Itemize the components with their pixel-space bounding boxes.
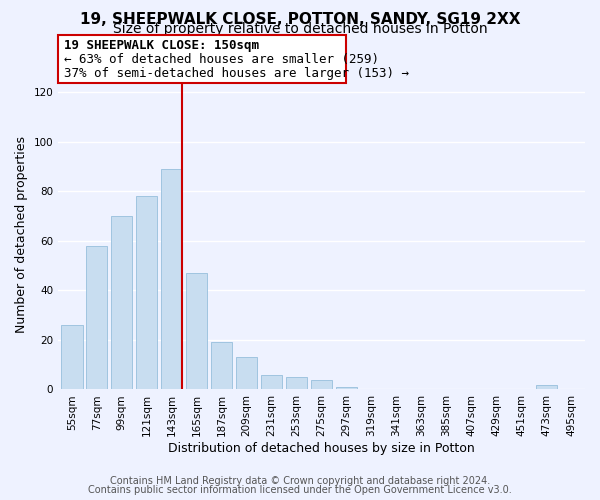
Bar (86, 246, 107, 390)
Bar (61, 325, 83, 390)
Bar (136, 196, 157, 390)
Bar (186, 273, 208, 390)
Text: Contains public sector information licensed under the Open Government Licence v3: Contains public sector information licen… (88, 485, 512, 495)
Y-axis label: Number of detached properties: Number of detached properties (15, 136, 28, 333)
Bar (236, 358, 257, 390)
Bar (161, 169, 182, 390)
Bar (311, 380, 332, 390)
Bar (111, 216, 133, 390)
Text: 19 SHEEPWALK CLOSE: 150sqm: 19 SHEEPWALK CLOSE: 150sqm (64, 39, 259, 52)
X-axis label: Distribution of detached houses by size in Potton: Distribution of detached houses by size … (168, 442, 475, 455)
Bar (286, 377, 307, 390)
Text: 19, SHEEPWALK CLOSE, POTTON, SANDY, SG19 2XX: 19, SHEEPWALK CLOSE, POTTON, SANDY, SG19… (80, 12, 520, 28)
Text: Size of property relative to detached houses in Potton: Size of property relative to detached ho… (113, 22, 487, 36)
Text: 37% of semi-detached houses are larger (153) →: 37% of semi-detached houses are larger (… (64, 66, 409, 80)
Bar (536, 384, 557, 390)
Bar (211, 342, 232, 390)
Text: ← 63% of detached houses are smaller (259): ← 63% of detached houses are smaller (25… (64, 53, 379, 66)
Bar (336, 387, 357, 390)
Bar (261, 374, 282, 390)
Text: Contains HM Land Registry data © Crown copyright and database right 2024.: Contains HM Land Registry data © Crown c… (110, 476, 490, 486)
